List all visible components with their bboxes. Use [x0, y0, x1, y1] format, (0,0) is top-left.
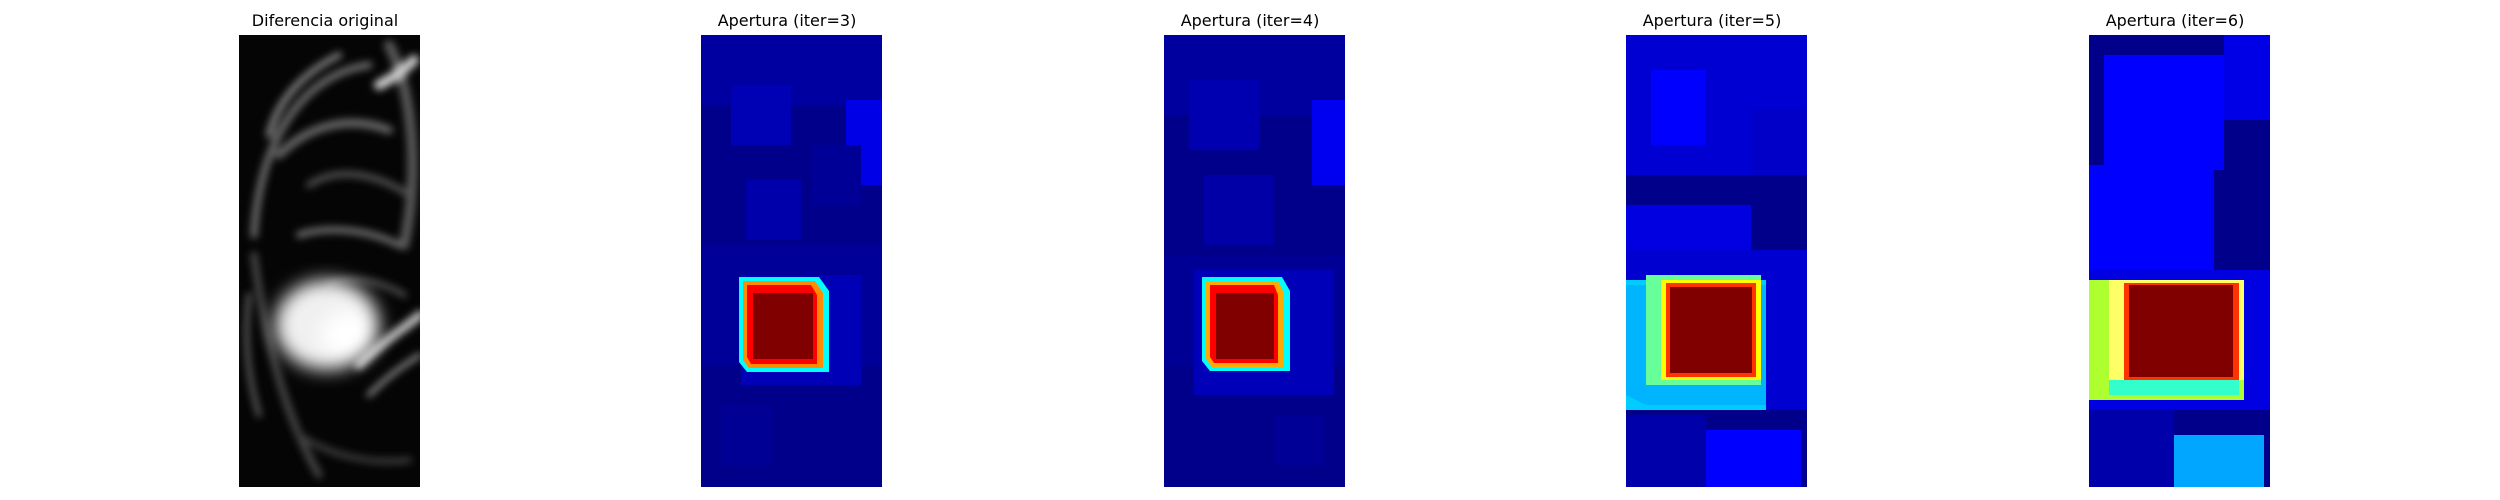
- panel-title: Diferencia original: [251, 11, 399, 30]
- panel-iter-3: Apertura (iter=3): [692, 0, 882, 500]
- panel-original: Diferencia original: [230, 0, 420, 500]
- jet-opening-image: [701, 35, 882, 487]
- panel-iter-4: Apertura (iter=4): [1155, 0, 1345, 500]
- grayscale-difference-image: [239, 35, 420, 487]
- panel-title: Apertura (iter=4): [1180, 11, 1320, 30]
- jet-opening-image: [1164, 35, 1345, 487]
- jet-opening-image: [2089, 35, 2270, 487]
- panel-iter-6: Apertura (iter=6): [2080, 0, 2270, 500]
- panel-title: Apertura (iter=3): [717, 11, 857, 30]
- panel-iter-5: Apertura (iter=5): [1617, 0, 1807, 500]
- panel-title: Apertura (iter=6): [2105, 11, 2245, 30]
- jet-opening-image: [1626, 35, 1807, 487]
- panel-title: Apertura (iter=5): [1642, 11, 1782, 30]
